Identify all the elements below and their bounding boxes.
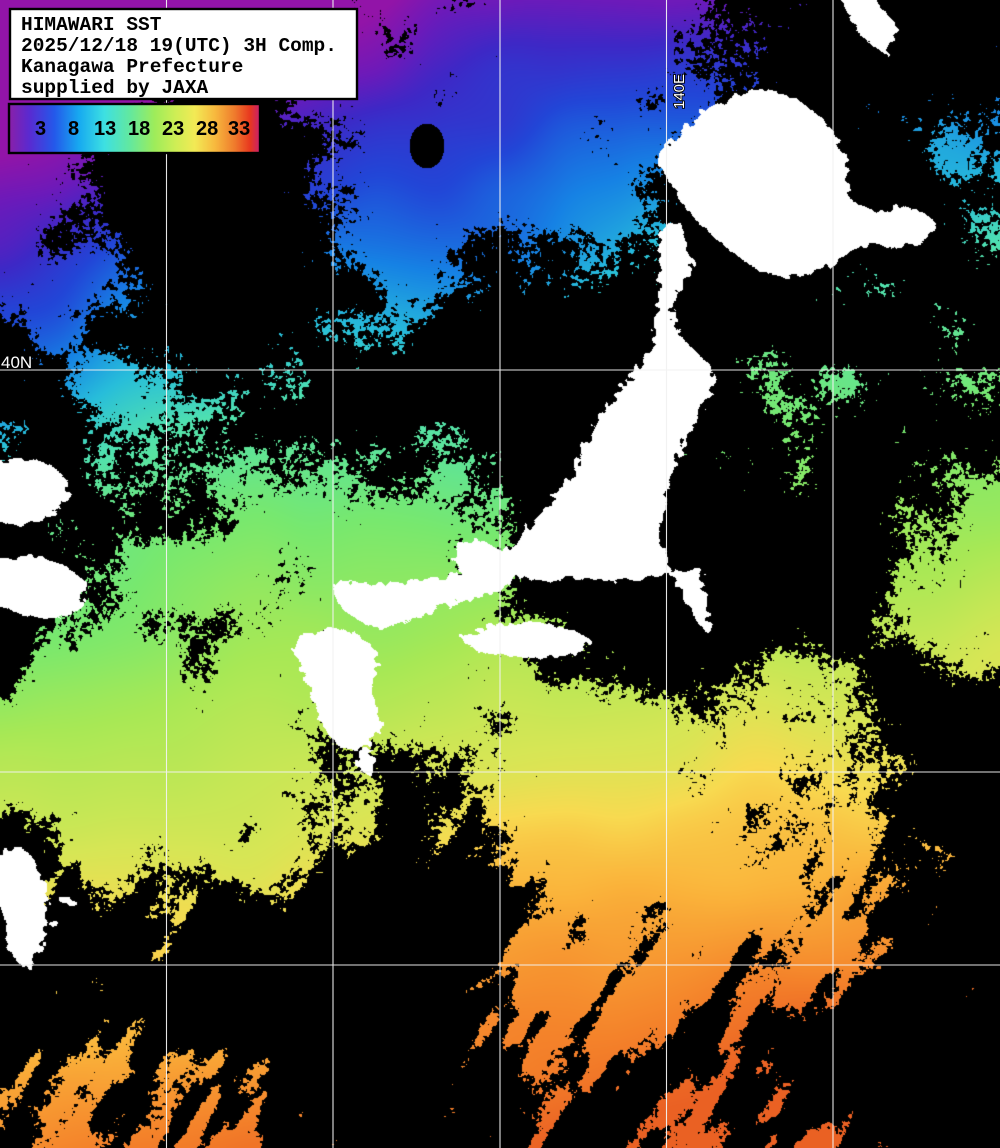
svg-text:8: 8	[68, 118, 79, 140]
svg-text:supplied by JAXA: supplied by JAXA	[21, 77, 209, 99]
svg-text:2025/12/18 19(UTC) 3H Comp.: 2025/12/18 19(UTC) 3H Comp.	[21, 35, 337, 57]
svg-text:33: 33	[228, 118, 250, 140]
svg-text:Kanagawa Prefecture: Kanagawa Prefecture	[21, 56, 243, 78]
svg-text:23: 23	[162, 118, 184, 140]
svg-text:3: 3	[35, 118, 46, 140]
svg-text:40N: 40N	[1, 353, 32, 372]
svg-text:HIMAWARI SST: HIMAWARI SST	[21, 14, 162, 36]
svg-text:28: 28	[196, 118, 218, 140]
svg-text:13: 13	[94, 118, 116, 140]
svg-text:140E: 140E	[671, 74, 688, 109]
svg-text:18: 18	[128, 118, 150, 140]
